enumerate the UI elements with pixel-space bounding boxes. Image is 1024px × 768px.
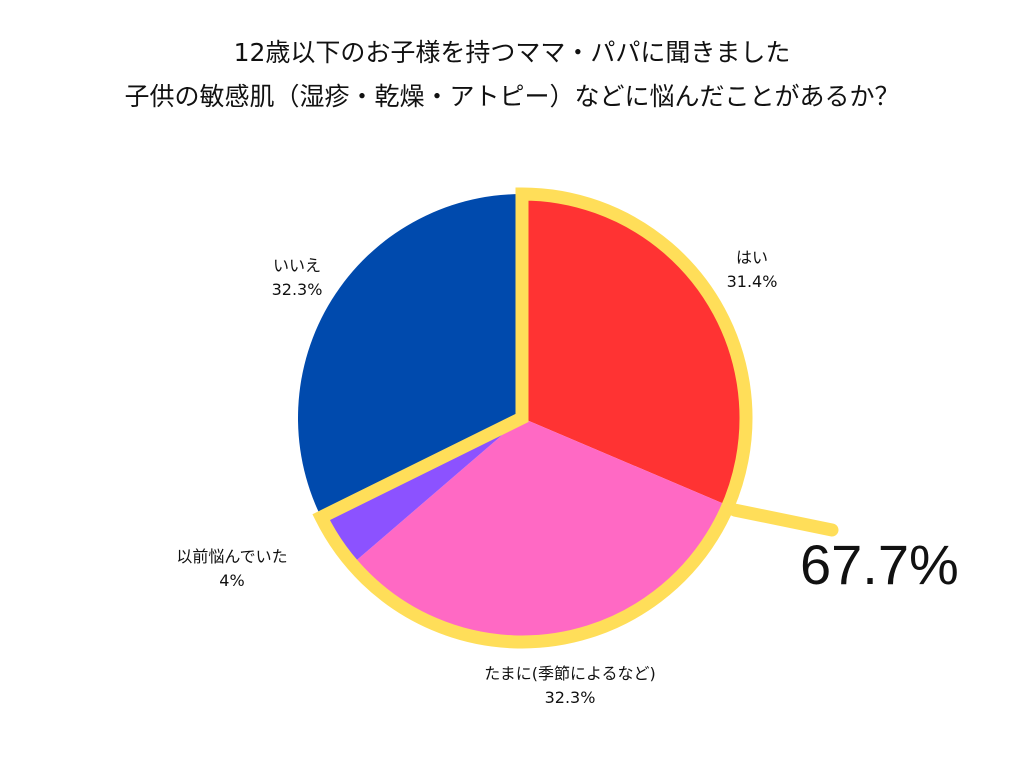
label-izen-value: 4%: [219, 571, 245, 590]
pie-slice-3: [297, 193, 522, 518]
label-iie: いいえ 32.3%: [252, 254, 342, 302]
chart-title-line1: 12歳以下のお子様を持つママ・パパに聞きました: [233, 38, 791, 67]
pie-slice-2: [321, 418, 522, 565]
label-hai-value: 31.4%: [726, 272, 778, 291]
label-izen: 以前悩んでいた 4%: [152, 545, 312, 593]
label-tamani-value: 32.3%: [544, 688, 596, 707]
label-iie-value: 32.3%: [271, 280, 323, 299]
highlight-total: 67.7%: [800, 533, 959, 596]
label-iie-name: いいえ: [272, 256, 321, 275]
label-izen-name: 以前悩んでいた: [176, 547, 288, 566]
pie-slice-1: [352, 418, 729, 642]
highlight-leader-line: [728, 503, 839, 537]
label-hai: はい 31.4%: [712, 246, 792, 294]
chart-title-line2: 子供の敏感肌（湿疹・乾燥・アトピー）などに悩んだことがあるか？: [124, 82, 900, 111]
label-tamani-name: たまに(季節によるなど): [484, 664, 656, 683]
label-hai-name: はい: [735, 248, 768, 267]
highlight-outline: [312, 187, 753, 649]
label-tamani: たまに(季節によるなど) 32.3%: [450, 662, 690, 710]
